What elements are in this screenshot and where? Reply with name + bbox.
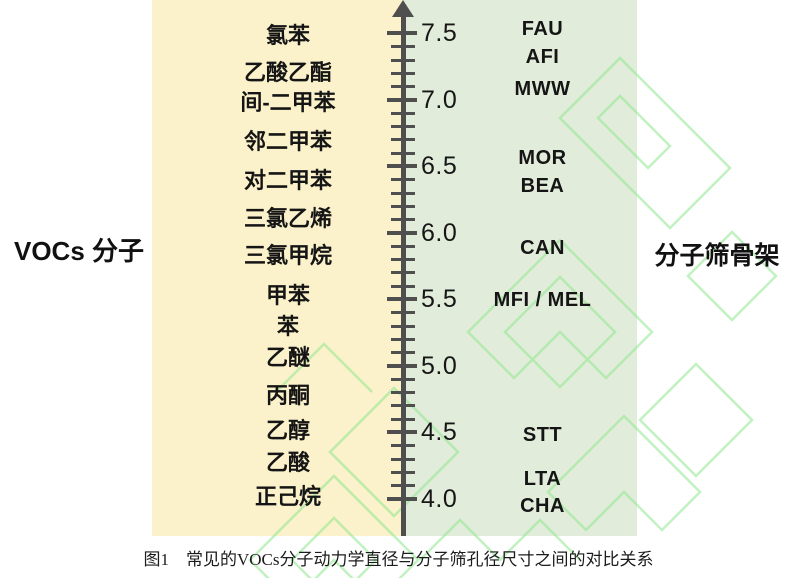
framework-code-label: AFI (525, 45, 560, 68)
major-tick (387, 430, 417, 434)
minor-tick (391, 457, 415, 461)
molecule-label: 苯 (276, 313, 299, 339)
major-tick (387, 496, 417, 501)
axis-arrow-up-icon (392, 0, 414, 17)
framework-code-label: LTA (523, 467, 562, 490)
major-tick (387, 363, 417, 368)
framework-code-label: STT (522, 423, 563, 446)
framework-code-label: CAN (520, 237, 565, 260)
molecule-label: 三氯乙烯 (243, 206, 332, 232)
left-axis-title: VOCs 分子 (13, 236, 145, 266)
minor-tick (391, 138, 415, 142)
molecule-label: 正己烷 (254, 484, 321, 510)
minor-tick (391, 404, 415, 408)
axis-tick-label: 4.5 (421, 418, 458, 446)
minor-tick (391, 45, 415, 49)
axis-tick-label: 7.0 (421, 85, 458, 114)
minor-tick (391, 71, 415, 75)
molecule-label: 间-二甲苯 (240, 90, 336, 116)
axis-tick-label: 4.0 (421, 484, 458, 513)
framework-code-label: MWW (514, 77, 571, 100)
framework-code-label: MOR (518, 147, 567, 170)
major-tick (387, 31, 417, 35)
molecule-label: 邻二甲苯 (243, 129, 332, 155)
minor-tick (391, 218, 415, 222)
molecule-label: 丙酮 (265, 383, 310, 409)
figure-caption: 图1 常见的VOCs分子动力学直径与分子筛孔径尺寸之间的对比关系 (143, 550, 654, 569)
minor-tick (391, 337, 415, 341)
minor-tick (391, 284, 415, 288)
minor-tick (391, 377, 415, 381)
molecule-label: 乙醚 (265, 344, 310, 370)
minor-tick (391, 58, 415, 62)
minor-tick (391, 125, 415, 129)
minor-tick (391, 151, 415, 155)
molecule-label: 乙酸 (265, 449, 310, 475)
framework-code-label: BEA (520, 174, 565, 197)
molecule-label: 三氯甲烷 (243, 243, 332, 269)
molecule-label: 乙酸乙酯 (243, 59, 332, 85)
minor-tick (391, 85, 415, 89)
minor-tick (391, 444, 415, 448)
major-tick (387, 230, 417, 235)
minor-tick (391, 484, 415, 488)
axis-tick-label: 5.0 (421, 351, 458, 380)
minor-tick (391, 204, 415, 208)
major-tick (387, 164, 417, 168)
minor-tick (391, 178, 415, 182)
minor-tick (391, 470, 415, 474)
framework-code-label: CHA (520, 495, 565, 518)
major-tick (387, 297, 417, 301)
minor-tick (391, 417, 415, 421)
axis-tick-label: 5.5 (421, 285, 458, 313)
minor-tick (391, 391, 415, 395)
molecule-label: 甲苯 (265, 283, 310, 309)
axis-tick-label: 6.5 (421, 152, 458, 180)
molecule-label: 乙醇 (265, 417, 310, 443)
molecule-label: 氯苯 (265, 22, 310, 48)
framework-code-label: FAU (521, 18, 564, 40)
minor-tick (391, 191, 415, 195)
minor-tick (391, 351, 415, 355)
minor-tick (391, 111, 415, 115)
minor-tick (391, 244, 415, 248)
molecule-label: 对二甲苯 (243, 167, 332, 193)
axis-tick-label: 6.0 (421, 218, 458, 247)
minor-tick (391, 258, 415, 262)
right-axis-title: 分子筛骨架 (654, 242, 780, 270)
minor-tick (391, 271, 415, 275)
minor-tick (391, 311, 415, 315)
axis-tick-label: 7.5 (421, 19, 458, 47)
framework-code-label: MFI / MEL (493, 289, 592, 312)
major-tick (387, 97, 417, 102)
minor-tick (391, 324, 415, 328)
